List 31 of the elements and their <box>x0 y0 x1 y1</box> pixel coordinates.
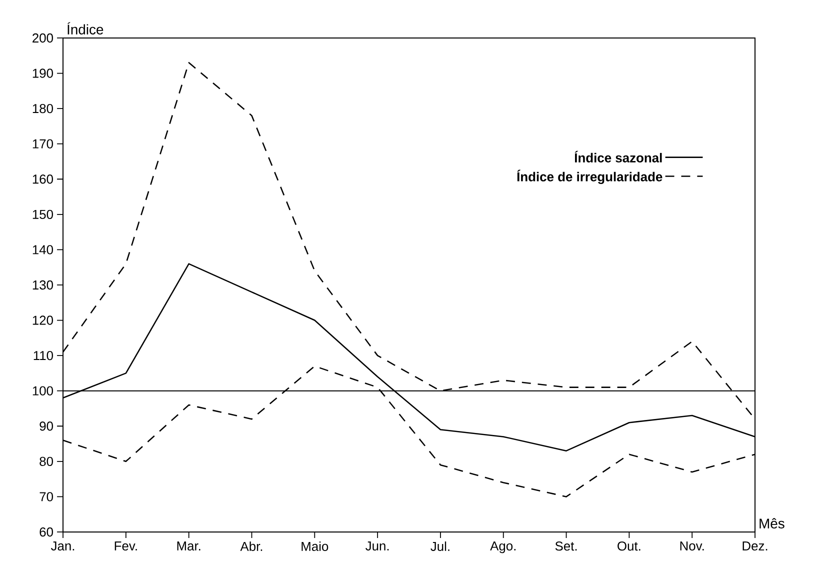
x-tick-label: Out. <box>618 541 640 551</box>
y-tick-label: 150 <box>32 210 54 219</box>
y-tick-label: 120 <box>32 316 54 325</box>
y-tick-label: 80 <box>40 456 54 466</box>
y-tick-label: 90 <box>40 422 54 431</box>
legend-label: Índice de irregularidade <box>517 170 662 184</box>
x-tick-label: Jun. <box>366 541 389 551</box>
x-axis-title: Mês <box>760 518 784 528</box>
y-tick-label: 70 <box>40 492 54 502</box>
y-axis-title: Índice <box>67 22 104 34</box>
y-tick-label: 170 <box>32 139 54 148</box>
y-tick-label: 200 <box>32 33 54 43</box>
y-tick-label: 140 <box>32 245 54 254</box>
y-tick-label: 190 <box>32 68 54 78</box>
x-tick-label: Dez. <box>742 541 768 551</box>
x-tick-label: Ago. <box>490 541 516 554</box>
y-tick-label: 60 <box>40 527 54 537</box>
legend-label: Índice sazonal <box>574 150 662 162</box>
x-tick-label: Jan. <box>50 541 74 551</box>
y-tick-label: 160 <box>32 174 54 184</box>
x-tick-label: Fev. <box>114 541 137 551</box>
x-tick-label: Maio <box>302 541 328 551</box>
x-tick-label: Mar. <box>177 541 200 551</box>
x-tick-label: Set. <box>555 541 577 551</box>
y-tick-label: 110 <box>34 350 54 360</box>
y-tick-label: 130 <box>32 280 54 290</box>
x-tick-label: Nov. <box>680 541 704 551</box>
x-tick-label: Abr. <box>240 541 262 551</box>
x-tick-label: Jul. <box>430 541 450 551</box>
y-tick-label: 180 <box>32 104 54 114</box>
y-tick-label: 100 <box>32 386 54 396</box>
